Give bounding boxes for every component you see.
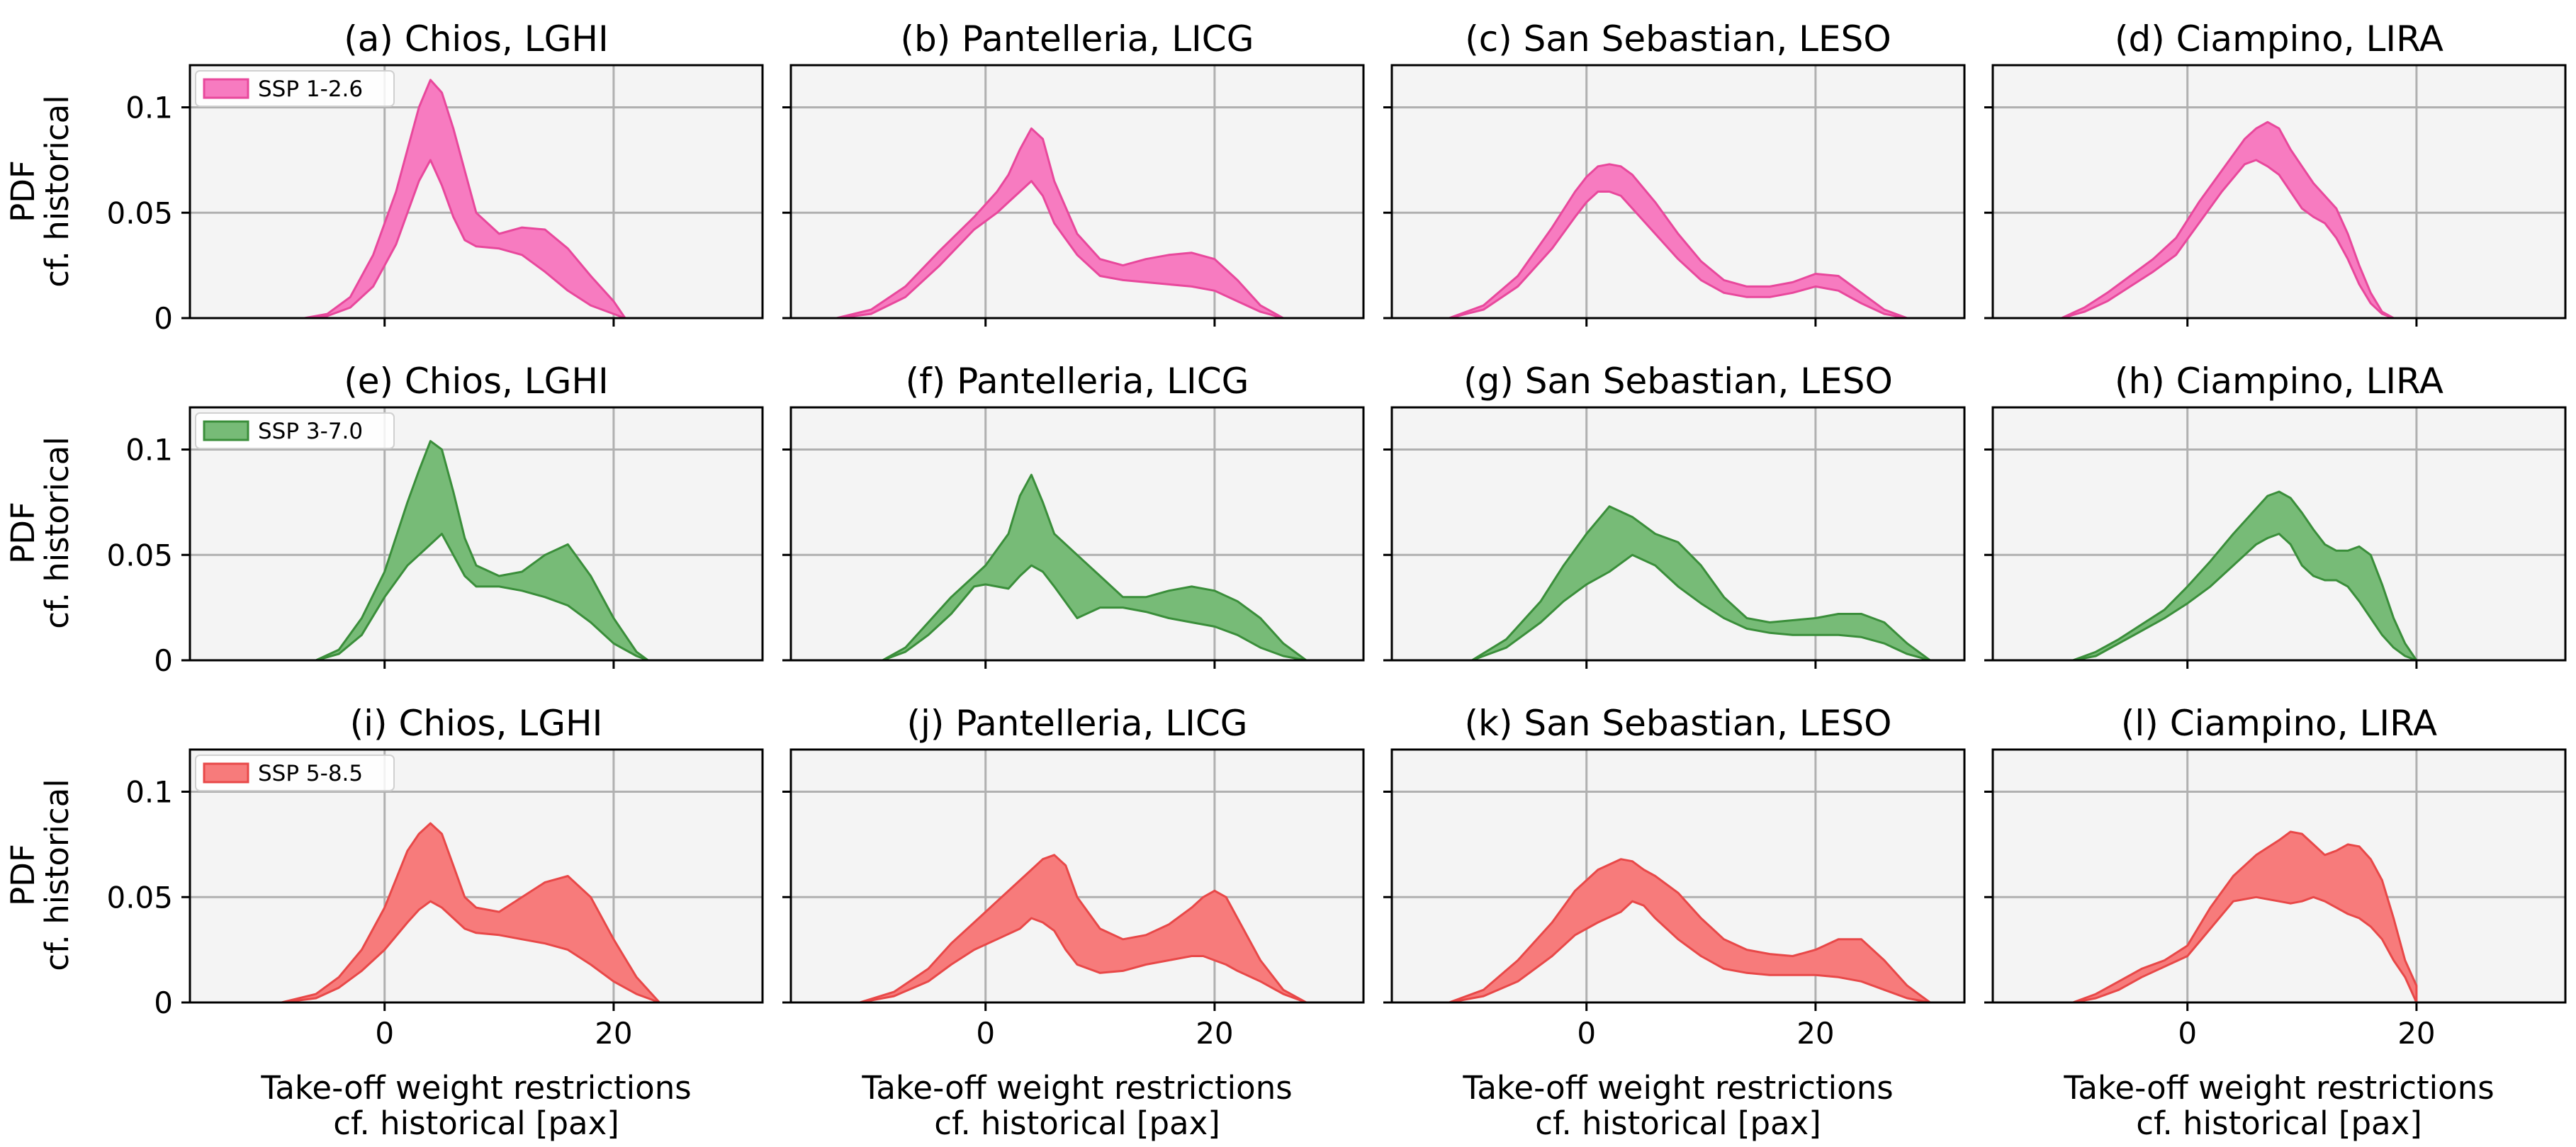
y-tick-label: 0.05 [106, 538, 173, 572]
x-axis-label-line2: cf. historical [pax] [1535, 1104, 1821, 1142]
x-tick-label: 0 [375, 1016, 394, 1051]
legend: SSP 5-8.5 [195, 755, 395, 791]
y-axis-label-line2: cf. historical [38, 436, 76, 628]
x-tick-label: 20 [1796, 1016, 1834, 1051]
axes-frame [189, 406, 764, 662]
axes-frame [1390, 64, 1966, 320]
y-axis-label-line2: cf. historical [38, 95, 76, 287]
panel-title: (d) Ciampino, LIRA [2115, 18, 2443, 60]
plot-background [791, 65, 1363, 318]
legend-label: SSP 1-2.6 [258, 77, 363, 102]
subplot: (g) San Sebastian, LESO [1383, 361, 1966, 669]
x-tick-label: 0 [1577, 1016, 1596, 1051]
subplot: 0 0.05 0.1 (a) Chios, LGHI SSP 1-2.6 [106, 18, 764, 336]
x-tick-label: 0 [976, 1016, 995, 1051]
subplot: (d) Ciampino, LIRA [1984, 18, 2567, 327]
y-tick-label: 0 [154, 643, 173, 678]
axes-frame [1991, 406, 2567, 662]
axes-frame [789, 748, 1365, 1004]
x-tick-label: 20 [2397, 1016, 2435, 1051]
legend-swatch [203, 762, 249, 784]
axes-frame [1991, 748, 2567, 1004]
y-axis-label-line1: PDF [4, 160, 42, 222]
x-axis-labels: Take-off weight restrictions cf. histori… [260, 1069, 2494, 1142]
panel-title: (c) San Sebastian, LESO [1465, 18, 1891, 60]
x-axis-label-line2: cf. historical [pax] [2136, 1104, 2422, 1142]
panel-title: (i) Chios, LGHI [350, 703, 603, 744]
subplot: 0 20 0 0.05 0.1 (i) Chios, LGHI SSP 5-8.5 [106, 703, 764, 1051]
x-axis-label-line2: cf. historical [pax] [333, 1104, 619, 1142]
y-axis-label-line1: PDF [4, 502, 42, 564]
axes-frame [1390, 406, 1966, 662]
x-axis-label-line1: Take-off weight restrictions [2063, 1069, 2494, 1107]
legend-swatch [203, 78, 249, 99]
y-tick-label: 0.05 [106, 196, 173, 230]
legend-label: SSP 5-8.5 [258, 761, 363, 786]
axes-frame [789, 64, 1365, 320]
y-tick-label: 0.1 [125, 433, 173, 468]
panel-title: (b) Pantelleria, LICG [901, 18, 1254, 60]
axes-frame [789, 406, 1365, 662]
panel-title: (k) San Sebastian, LESO [1465, 703, 1892, 744]
subplot: 0 20 (l) Ciampino, LIRA [1984, 703, 2567, 1051]
axes-frame [1390, 748, 1966, 1004]
subplot: 0 20 (j) Pantelleria, LICG [782, 703, 1365, 1051]
legend-label: SSP 3-7.0 [258, 419, 363, 444]
y-axis-label-line2: cf. historical [38, 779, 76, 971]
y-axis-labels: PDF cf. historical PDF cf. historical PD… [4, 95, 76, 971]
y-tick-label: 0.1 [125, 775, 173, 810]
panel-title: (j) Pantelleria, LICG [906, 703, 1247, 744]
plot-background [1392, 65, 1964, 318]
axes-frame [189, 748, 764, 1004]
panel-title: (f) Pantelleria, LICG [906, 361, 1249, 402]
x-tick-label: 20 [595, 1016, 632, 1051]
axes-frame [1991, 64, 2567, 320]
subplot: (f) Pantelleria, LICG [782, 361, 1365, 669]
subplot: (c) San Sebastian, LESO [1383, 18, 1966, 327]
panel-title: (a) Chios, LGHI [344, 18, 608, 60]
subplot-grid: 0 0.05 0.1 (a) Chios, LGHI SSP 1-2.6 (b) Pant… [106, 18, 2567, 1051]
y-tick-label: 0.1 [125, 91, 173, 125]
x-axis-label-line2: cf. historical [pax] [934, 1104, 1220, 1142]
subplot: (b) Pantelleria, LICG [782, 18, 1365, 327]
subplot: 0 0.05 0.1 (e) Chios, LGHI SSP 3-7.0 [106, 361, 764, 678]
panel-title: (g) San Sebastian, LESO [1463, 361, 1893, 402]
panel-title: (l) Ciampino, LIRA [2121, 703, 2437, 744]
x-axis-label-line1: Take-off weight restrictions [260, 1069, 691, 1107]
y-axis-label-line1: PDF [4, 844, 42, 906]
subplot: (h) Ciampino, LIRA [1984, 361, 2567, 669]
x-tick-label: 20 [1196, 1016, 1233, 1051]
x-axis-label-line1: Take-off weight restrictions [1462, 1069, 1893, 1107]
legend: SSP 1-2.6 [195, 70, 395, 107]
y-tick-label: 0.05 [106, 880, 173, 915]
plot-background [1993, 65, 2565, 318]
legend-swatch [203, 420, 249, 441]
density-band [2071, 830, 2418, 1004]
plot-background [791, 407, 1363, 660]
x-axis-label-line1: Take-off weight restrictions [861, 1069, 1292, 1107]
y-tick-label: 0 [154, 985, 173, 1020]
panel-title: (h) Ciampino, LIRA [2115, 361, 2443, 402]
y-tick-label: 0 [154, 301, 173, 336]
x-tick-label: 0 [2178, 1016, 2197, 1051]
panel-title: (e) Chios, LGHI [344, 361, 609, 402]
subplot: 0 20 (k) San Sebastian, LESO [1383, 703, 1966, 1051]
axes-frame [189, 64, 764, 320]
legend: SSP 3-7.0 [195, 412, 395, 449]
